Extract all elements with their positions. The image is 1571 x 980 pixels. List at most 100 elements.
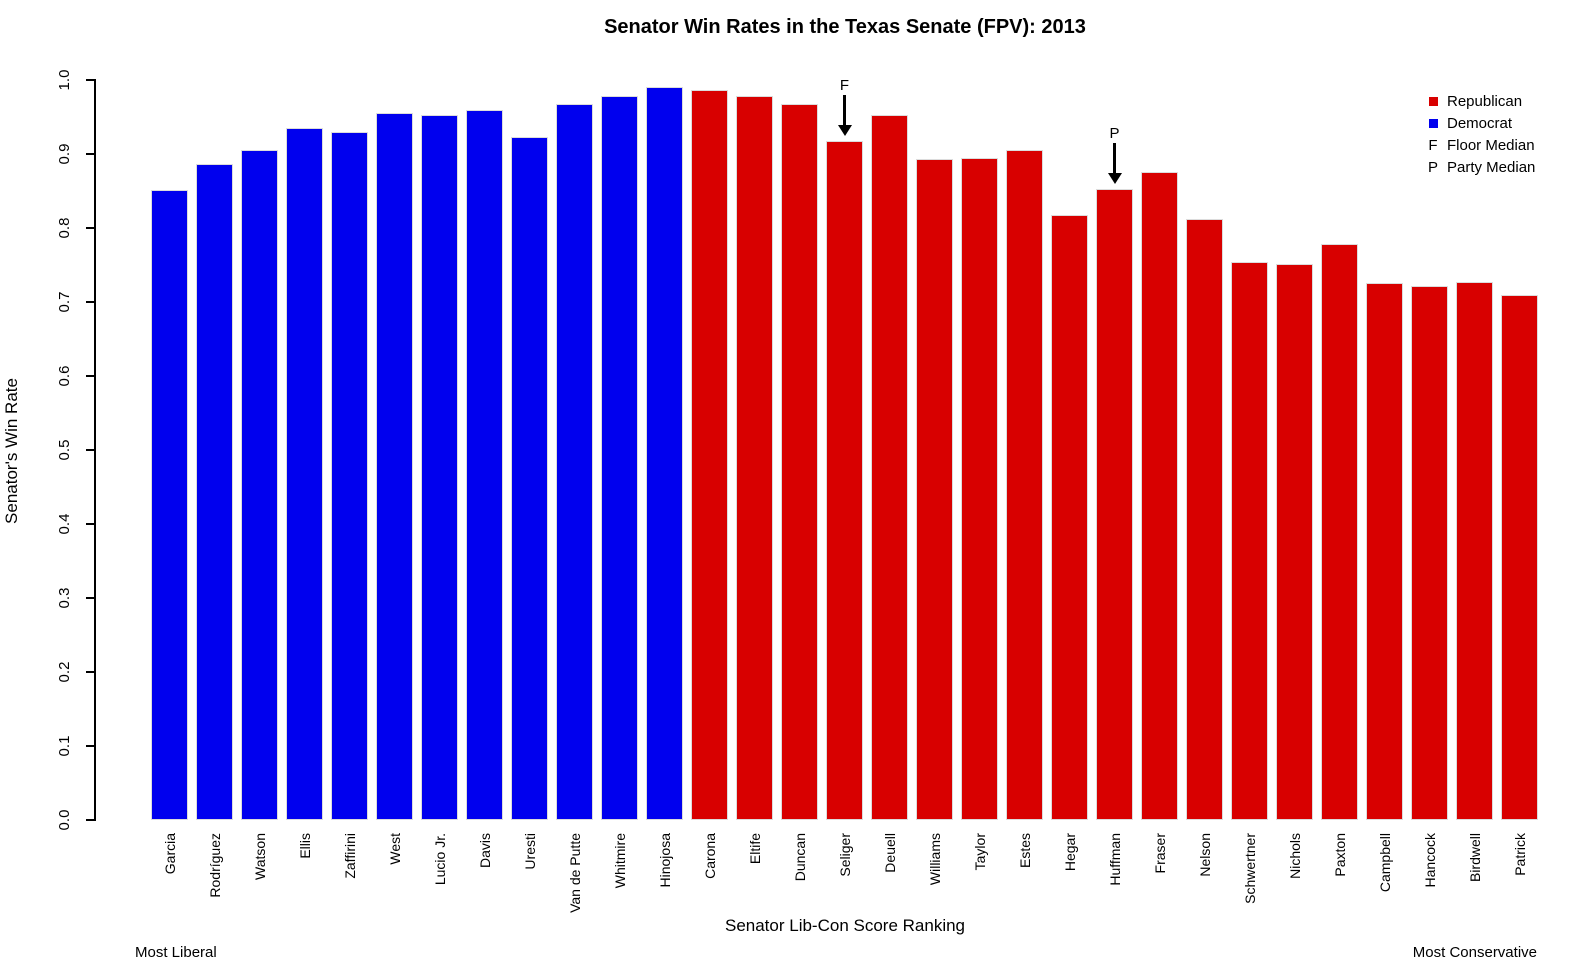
- y-tick: [86, 745, 94, 747]
- legend-item-democrat: Democrat: [1424, 112, 1535, 134]
- y-axis-label: Senator's Win Rate: [2, 378, 21, 524]
- arrow-letter-p: P: [1109, 125, 1120, 142]
- legend-label: Party Median: [1447, 158, 1536, 176]
- x-label-estes: Estes: [1016, 833, 1033, 869]
- y-tick-label-text: 0.1: [55, 735, 73, 757]
- bar-schwertner: [1231, 262, 1268, 820]
- legend-item-floor-median: F Floor Median: [1424, 134, 1535, 156]
- x-label-whitmire: Whitmire: [611, 833, 628, 889]
- y-tick-label: 0.8: [55, 206, 73, 250]
- x-label-duncan: Duncan: [791, 833, 808, 882]
- y-tick: [86, 227, 94, 229]
- x-label-carona: Carona: [701, 833, 718, 879]
- y-tick-label-text: 0.9: [55, 143, 73, 165]
- y-axis-label-wrap: Senator's Win Rate: [1, 361, 23, 541]
- x-label-hegar: Hegar: [1061, 833, 1078, 872]
- legend: Republican Democrat F Floor Median P Par…: [1424, 90, 1535, 178]
- bar-watson: [241, 150, 278, 820]
- x-label-paxton: Paxton: [1331, 833, 1348, 877]
- y-tick: [86, 301, 94, 303]
- arrow-head-f: [837, 125, 852, 136]
- bar-williams: [916, 159, 953, 820]
- party-median-symbol: P: [1427, 158, 1438, 176]
- bar-campbell: [1366, 283, 1403, 820]
- y-tick-label-text: 0.8: [55, 217, 73, 239]
- bar-taylor: [961, 158, 998, 820]
- y-tick-label-text: 0.6: [55, 365, 73, 387]
- bar-seliger: [826, 141, 863, 820]
- bar-whitmire: [601, 96, 638, 820]
- y-tick: [86, 671, 94, 673]
- y-tick: [86, 523, 94, 525]
- y-tick-label-text: 0.5: [55, 439, 73, 461]
- x-label-van-de-putte: Van de Putte: [566, 833, 583, 913]
- bar-nelson: [1186, 219, 1223, 820]
- x-label-hinojosa: Hinojosa: [656, 833, 673, 888]
- bar-rodr-guez: [196, 164, 233, 820]
- x-label-uresti: Uresti: [521, 833, 538, 870]
- x-label-davis: Davis: [476, 833, 493, 869]
- legend-label: Republican: [1447, 92, 1523, 110]
- bar-uresti: [511, 137, 548, 820]
- legend-item-party-median: P Party Median: [1424, 156, 1535, 178]
- chart-title: Senator Win Rates in the Texas Senate (F…: [604, 16, 1086, 38]
- bar-nichols: [1276, 264, 1313, 820]
- y-tick-label-text: 0.2: [55, 661, 73, 683]
- bar-west: [376, 113, 413, 820]
- bar-huffman: [1096, 189, 1133, 820]
- y-tick: [86, 375, 94, 377]
- x-label-deuell: Deuell: [881, 833, 898, 873]
- arrow-line-p: [1113, 143, 1116, 174]
- bar-garcia: [151, 190, 188, 820]
- x-label-williams: Williams: [926, 833, 943, 886]
- y-tick-label: 0.3: [56, 576, 73, 620]
- bar-paxton: [1321, 244, 1358, 820]
- bar-zaffirini: [331, 132, 368, 820]
- y-axis-line: [94, 79, 96, 821]
- bar-hegar: [1051, 215, 1088, 820]
- y-tick-label-text: 0.0: [55, 809, 73, 831]
- bar-fraser: [1141, 172, 1178, 820]
- y-tick-label: 0.5: [55, 428, 73, 472]
- x-axis-label: Senator Lib-Con Score Ranking: [724, 916, 966, 935]
- y-tick: [86, 153, 94, 155]
- bar-eltife: [736, 96, 773, 820]
- x-label-lucio-jr: Lucio Jr.: [431, 833, 448, 886]
- bar-ellis: [286, 128, 323, 820]
- x-label-west: West: [386, 833, 403, 865]
- y-tick: [86, 819, 94, 821]
- most-liberal-note: Most Liberal: [135, 944, 217, 961]
- arrow-line-f: [843, 95, 846, 126]
- x-label-ellis: Ellis: [296, 833, 313, 859]
- arrow-letter-f: F: [839, 77, 850, 94]
- bar-estes: [1006, 150, 1043, 820]
- legend-label: Democrat: [1447, 114, 1513, 132]
- y-tick: [86, 597, 94, 599]
- x-label-nichols: Nichols: [1286, 833, 1303, 879]
- x-label-huffman: Huffman: [1106, 833, 1123, 886]
- y-tick-label: 0.1: [55, 724, 73, 768]
- y-tick-label: 1.0: [56, 58, 73, 102]
- bar-birdwell: [1456, 282, 1493, 820]
- bar-deuell: [871, 115, 908, 820]
- x-label-campbell: Campbell: [1376, 833, 1393, 893]
- legend-label: Floor Median: [1447, 136, 1535, 154]
- y-tick: [86, 79, 94, 81]
- legend-item-republican: Republican: [1424, 90, 1535, 112]
- y-tick-label: 0.7: [56, 280, 73, 324]
- x-label-schwertner: Schwertner: [1241, 833, 1258, 904]
- y-tick-label: 0.0: [55, 798, 73, 842]
- y-tick: [86, 449, 94, 451]
- bar-patrick: [1501, 295, 1538, 820]
- y-tick-label: 0.2: [55, 650, 73, 694]
- floor-median-symbol: F: [1428, 136, 1438, 154]
- y-tick-label-text: 0.4: [55, 513, 73, 535]
- bar-hinojosa: [646, 87, 683, 820]
- bar-van-de-putte: [556, 104, 593, 820]
- y-tick-label: 0.4: [55, 502, 73, 546]
- x-label-zaffirini: Zaffirini: [341, 833, 358, 879]
- x-label-eltife: Eltife: [746, 833, 763, 865]
- x-label-seliger: Seliger: [836, 833, 853, 877]
- bar-hancock: [1411, 286, 1448, 820]
